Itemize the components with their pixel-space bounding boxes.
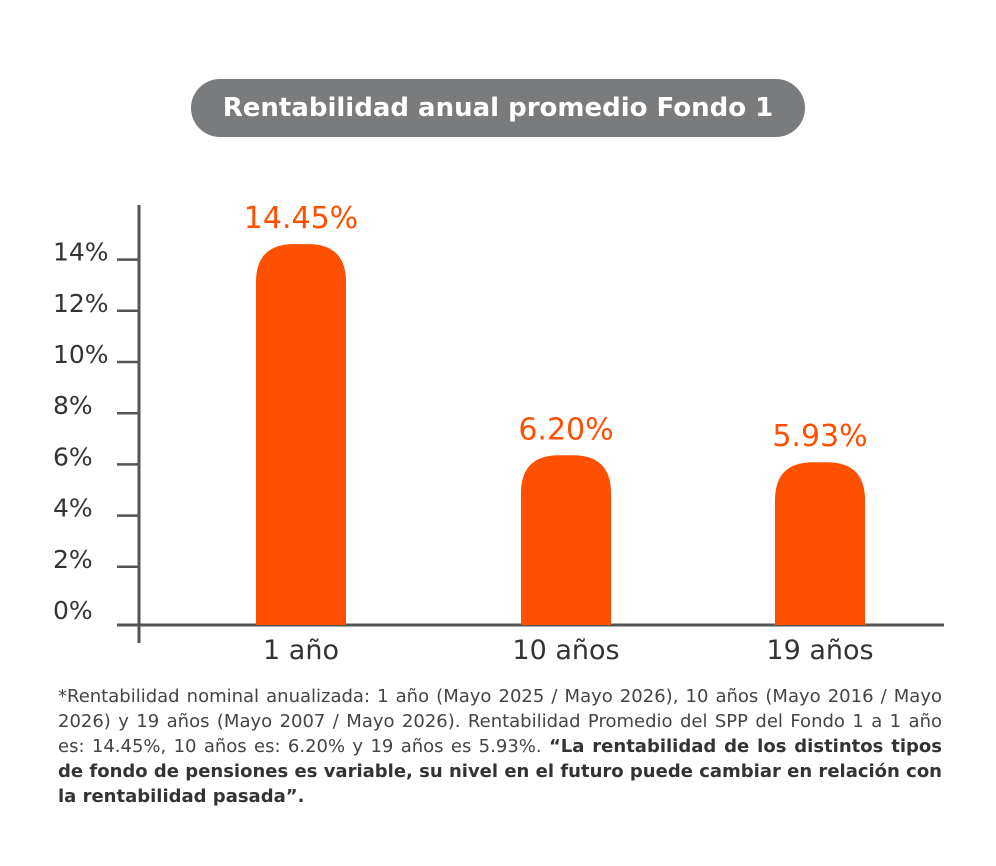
bar bbox=[775, 462, 865, 625]
x-tick-label: 10 años bbox=[512, 635, 619, 666]
bar-chart: 0%2%4%6%8%10%12%14% 1 año 10 años 19 años … bbox=[53, 201, 944, 666]
y-axis: 0% 2% 4% 6% 8% 10% 12% 14% bbox=[53, 205, 141, 643]
x-axis: 1 año 10 años 19 años bbox=[117, 623, 944, 666]
footnote-text: *Rentabilidad nominal anualizada: 1 año … bbox=[58, 686, 942, 757]
bar bbox=[256, 244, 346, 625]
x-tick-label: 19 años bbox=[766, 635, 873, 666]
y-tick-label: 6% bbox=[53, 442, 93, 471]
y-tick-label: 8% bbox=[53, 391, 93, 420]
data-labels: 14.45% 6.20% 5.93% bbox=[244, 201, 868, 454]
bars bbox=[256, 244, 865, 625]
y-tick-label: 14% bbox=[53, 238, 109, 267]
bar bbox=[521, 455, 611, 625]
footnote: *Rentabilidad nominal anualizada: 1 año … bbox=[58, 684, 942, 809]
y-tick-label: 2% bbox=[53, 545, 93, 574]
y-tick-label: 12% bbox=[53, 289, 109, 318]
y-tick-label: 10% bbox=[53, 340, 109, 369]
bar-value-label: 5.93% bbox=[772, 419, 867, 454]
bar-value-label: 6.20% bbox=[518, 412, 613, 447]
chart-title: Rentabilidad anual promedio Fondo 1 bbox=[191, 79, 805, 137]
bar-value-label: 14.45% bbox=[244, 201, 358, 236]
x-tick-label: 1 año bbox=[263, 635, 339, 666]
y-tick-label: 4% bbox=[53, 494, 93, 523]
footnote-disclaimer: “La rentabilidad de los distintos tipos … bbox=[58, 736, 942, 807]
y-tick-label: 0% bbox=[53, 596, 93, 625]
